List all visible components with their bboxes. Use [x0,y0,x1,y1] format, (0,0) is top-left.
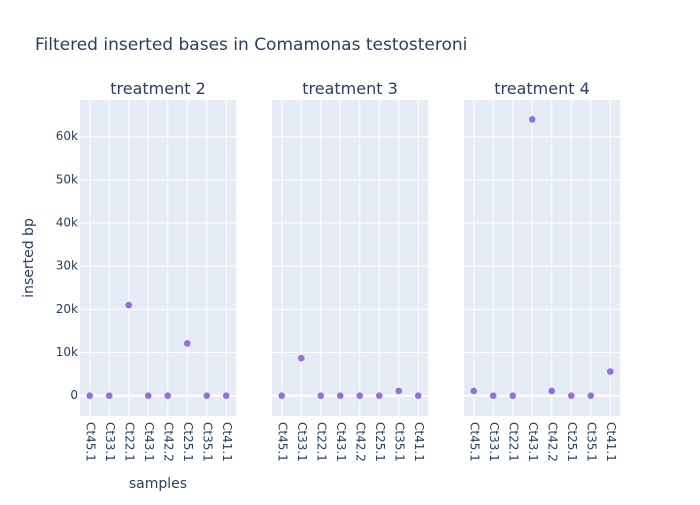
data-point [203,392,211,400]
data-point [125,301,133,309]
data-point [375,392,383,400]
y-tick-label: 40k [56,216,78,230]
x-tick-label: Ct43.1 [526,422,540,462]
data-point [278,392,286,400]
x-tick-label: Ct22.1 [314,422,328,462]
data-point [606,368,614,375]
data-point [144,392,152,400]
data-point [528,116,536,123]
data-point [414,392,422,400]
y-tick-label: 20k [56,302,78,316]
y-tick-label: 10k [56,345,78,359]
data-point [297,354,305,362]
x-tick-label: Ct35.1 [584,422,598,462]
plot-area [272,100,428,416]
x-tick-label: Ct45.1 [83,422,97,462]
x-tick-label: Ct25.1 [181,422,195,462]
data-point [587,392,595,400]
panel-title: treatment 2 [110,79,206,98]
x-tick-label: Ct22.1 [122,422,136,462]
x-tick-label: Ct43.1 [334,422,348,462]
data-point [336,392,344,400]
x-tick-label: Ct45.1 [467,422,481,462]
plot-area [80,100,236,416]
data-point [164,392,172,400]
data-point [183,340,191,347]
data-point [489,392,497,400]
panel-3: treatment 4 Ct45.1 Ct33.1 Ct22.1 Ct43.1 Ct42.… [464,79,620,462]
x-tick-label: Ct33.1 [295,422,309,462]
panel-title: treatment 4 [494,79,590,98]
y-axis-ticks: 0 10k 20k 30k 40k 50k 60k [56,129,78,402]
x-tick-label: Ct42.2 [161,422,175,462]
x-tick-label: Ct43.1 [142,422,156,462]
chart-title: Filtered inserted bases in Comamonas tes… [35,35,467,55]
x-tick-label: Ct42.2 [353,422,367,462]
data-point [509,392,517,400]
data-point [222,392,230,400]
data-point [317,392,325,400]
y-tick-label: 50k [56,172,78,186]
data-point [395,387,403,395]
x-tick-label: Ct35.1 [392,422,406,462]
x-tick-label: Ct25.1 [565,422,579,462]
data-point [356,392,364,400]
x-tick-label: Ct41.1 [412,422,426,462]
x-tick-label: Ct45.1 [275,422,289,462]
x-tick-label: Ct33.1 [103,422,117,462]
chart-panels: treatment 2 Ct45.1 Ct33.1 Ct22.1 Ct43.1 Ct42.… [56,79,620,462]
x-tick-label: Ct22.1 [506,422,520,462]
x-tick-label: Ct41.1 [604,422,618,462]
data-point [470,387,478,395]
plot-area [464,100,620,416]
y-axis-title: inserted bp [21,218,37,298]
y-tick-label: 30k [56,259,78,273]
panel-1: treatment 2 Ct45.1 Ct33.1 Ct22.1 Ct43.1 Ct42.… [80,79,236,462]
data-point [105,392,113,400]
y-tick-label: 0 [70,388,78,402]
x-axis-title: samples [129,476,187,492]
data-point [548,387,556,395]
x-tick-label: Ct25.1 [373,422,387,462]
data-point [567,392,575,400]
panel-title: treatment 3 [302,79,398,98]
x-tick-label: Ct33.1 [487,422,501,462]
y-tick-label: 60k [56,129,78,143]
x-tick-label: Ct42.2 [545,422,559,462]
panel-2: treatment 3 Ct45.1 Ct33.1 Ct22.1 Ct43.1 Ct42.… [272,79,428,462]
x-tick-label: Ct35.1 [200,422,214,462]
data-point [86,392,94,400]
x-tick-label: Ct41.1 [220,422,234,462]
